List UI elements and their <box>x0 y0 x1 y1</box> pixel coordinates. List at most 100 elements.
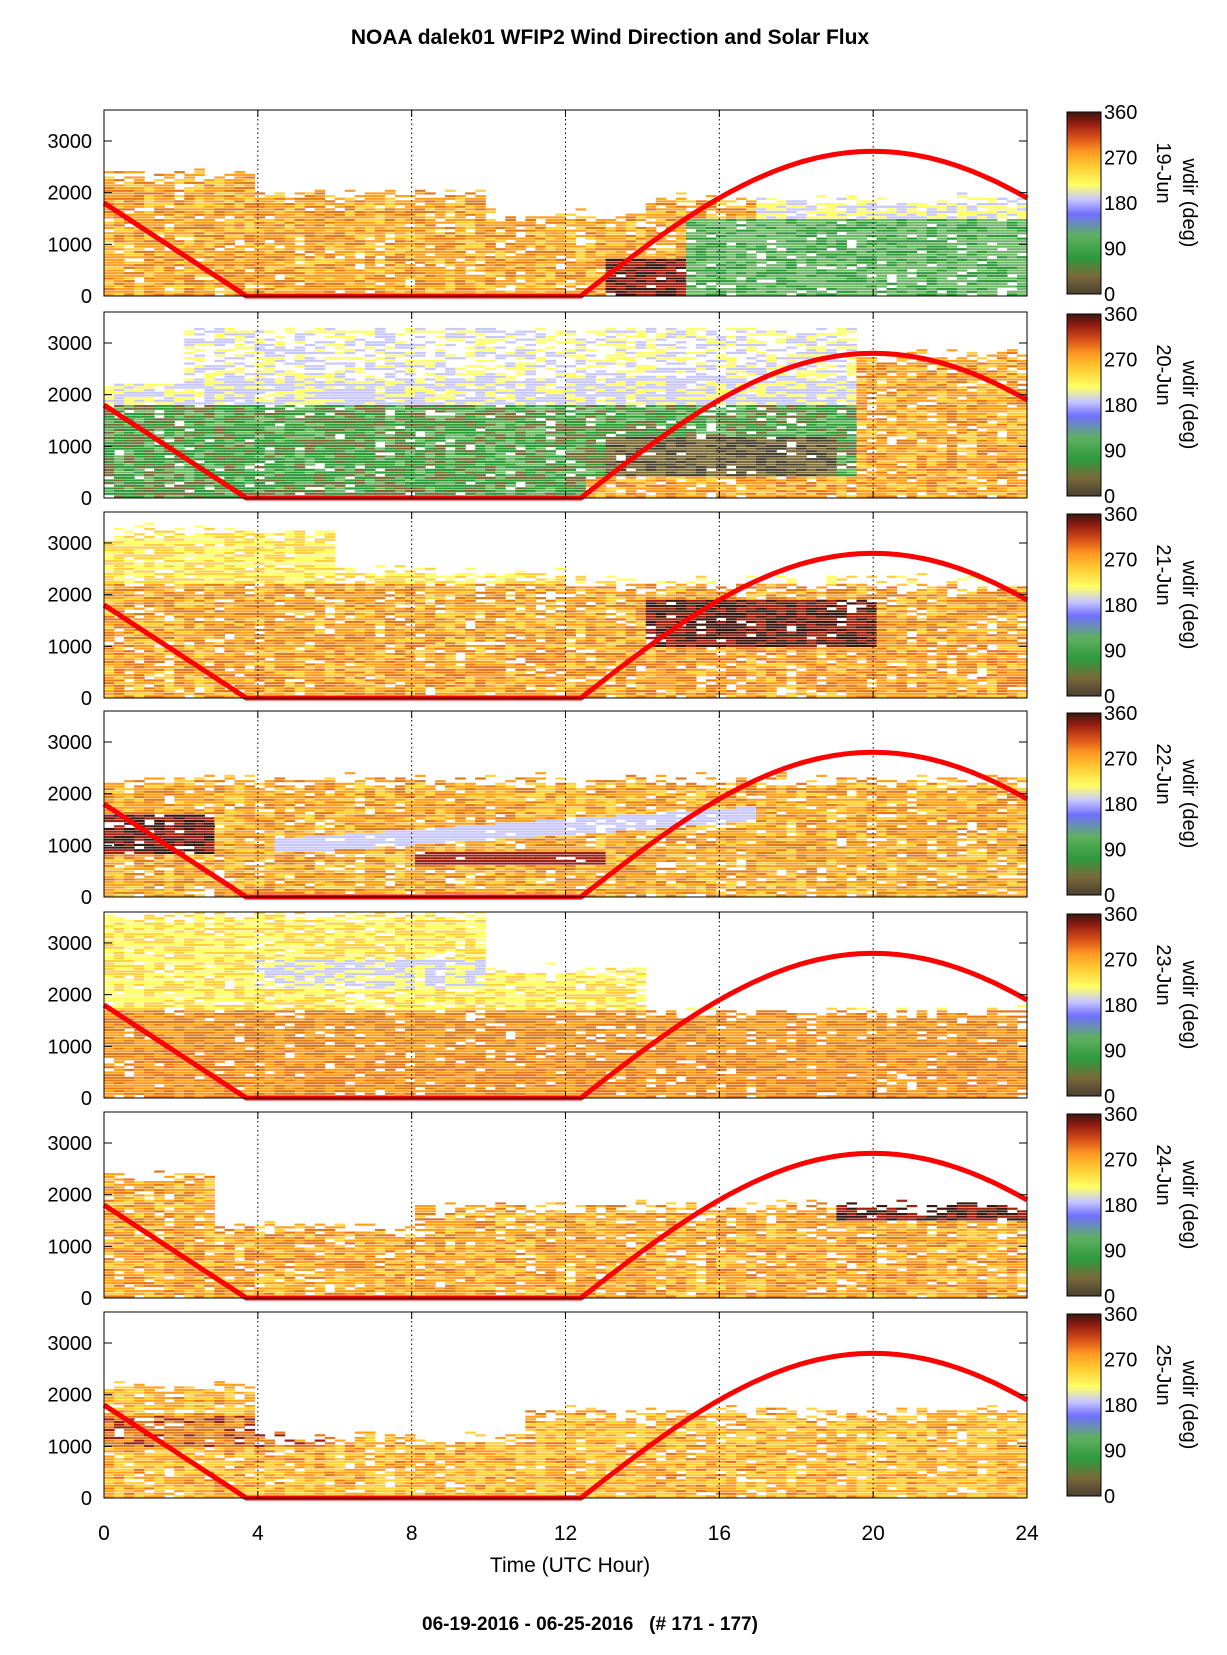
heatmap-cell <box>285 269 296 271</box>
heatmap-cell <box>204 200 215 202</box>
heatmap-cell <box>194 251 205 253</box>
heatmap-cell <box>285 248 296 250</box>
heatmap-cell <box>244 190 255 192</box>
heatmap-cell <box>325 240 336 242</box>
heatmap-cell <box>184 280 195 282</box>
heatmap-cell <box>184 269 195 271</box>
heatmap-cell <box>224 251 235 253</box>
heatmap-cell <box>134 206 145 208</box>
heatmap-cell <box>174 269 185 271</box>
heatmap-cell <box>204 224 215 226</box>
heatmap-cell <box>194 184 205 186</box>
heatmap-cell <box>144 256 155 258</box>
heatmap-cell <box>265 272 276 274</box>
heatmap-cell <box>174 288 185 290</box>
heatmap-cell <box>154 277 165 279</box>
heatmap-cell <box>275 211 286 213</box>
heatmap-cell <box>254 224 265 226</box>
heatmap-cell <box>315 232 326 234</box>
heatmap-cell <box>244 253 255 255</box>
heatmap-cell <box>234 261 245 263</box>
heatmap-cell <box>234 224 245 226</box>
heatmap-cell <box>144 198 155 200</box>
heatmap-cell <box>114 288 125 290</box>
heatmap-cell <box>184 219 195 221</box>
heatmap-cell <box>144 206 155 208</box>
heatmap-cell <box>244 195 255 197</box>
heatmap-cell <box>154 283 165 285</box>
heatmap-cell <box>174 190 185 192</box>
heatmap-cell <box>114 264 125 266</box>
heatmap-cell <box>325 238 336 240</box>
heatmap-cell <box>174 224 185 226</box>
heatmap-cell <box>244 219 255 221</box>
heatmap-cell <box>254 269 265 271</box>
heatmap-cell <box>254 192 265 194</box>
heatmap-cell <box>174 283 185 285</box>
heatmap-cell <box>174 203 185 205</box>
heatmap-cell <box>114 203 125 205</box>
heatmap-cell <box>124 264 135 266</box>
heatmap-cell <box>124 200 135 202</box>
heatmap-cell <box>254 246 265 248</box>
heatmap-cell <box>154 288 165 290</box>
heatmap-cell <box>305 272 316 274</box>
heatmap-cell <box>104 224 115 226</box>
heatmap-cell <box>234 176 245 178</box>
heatmap-cell <box>285 267 296 269</box>
heatmap-cell <box>285 238 296 240</box>
heatmap-cell <box>124 171 135 173</box>
heatmap-cell <box>134 293 145 295</box>
heatmap-cell <box>234 283 245 285</box>
heatmap-cell <box>254 251 265 253</box>
heatmap-cell <box>265 222 276 224</box>
heatmap-cell <box>154 227 165 229</box>
heatmap-cell <box>265 248 276 250</box>
heatmap-cell <box>154 293 165 295</box>
heatmap-cell <box>325 288 336 290</box>
heatmap-cell <box>265 251 276 253</box>
heatmap-cell <box>214 222 225 224</box>
heatmap-cell <box>164 256 175 258</box>
heatmap-cell <box>244 182 255 184</box>
heatmap-cell <box>164 192 175 194</box>
heatmap-cell <box>214 267 225 269</box>
heatmap-cell <box>144 277 155 279</box>
heatmap-cell <box>325 283 336 285</box>
heatmap-cell <box>104 253 115 255</box>
heatmap-cell <box>164 291 175 293</box>
heatmap-cell <box>214 243 225 245</box>
heatmap-cell <box>154 253 165 255</box>
heatmap-cell <box>114 248 125 250</box>
heatmap-cell <box>154 264 165 266</box>
heatmap-cell <box>164 219 175 221</box>
heatmap-cell <box>174 182 185 184</box>
heatmap-cell <box>325 208 336 210</box>
heatmap-cell <box>124 235 135 237</box>
heatmap-cell <box>285 214 296 216</box>
heatmap-cell <box>104 235 115 237</box>
heatmap-cell <box>134 198 145 200</box>
heatmap-cell <box>335 272 346 274</box>
heatmap-cell <box>295 235 306 237</box>
heatmap-cell <box>174 259 185 261</box>
heatmap-cell <box>224 235 235 237</box>
heatmap-cell <box>224 208 235 210</box>
heatmap-cell <box>184 232 195 234</box>
heatmap-cell <box>194 248 205 250</box>
heatmap-cell <box>124 248 135 250</box>
heatmap-cell <box>265 259 276 261</box>
heatmap-cell <box>174 291 185 293</box>
heatmap-cell <box>315 288 326 290</box>
heatmap-cell <box>305 230 316 232</box>
heatmap-cell <box>305 222 316 224</box>
heatmap-cell <box>315 264 326 266</box>
heatmap-cell <box>265 291 276 293</box>
heatmap-cell <box>224 214 235 216</box>
heatmap-cell <box>104 275 115 277</box>
heatmap-cell <box>114 227 125 229</box>
heatmap-cell <box>265 224 276 226</box>
heatmap-cell <box>174 211 185 213</box>
heatmap-cell <box>214 291 225 293</box>
heatmap-cell <box>144 224 155 226</box>
